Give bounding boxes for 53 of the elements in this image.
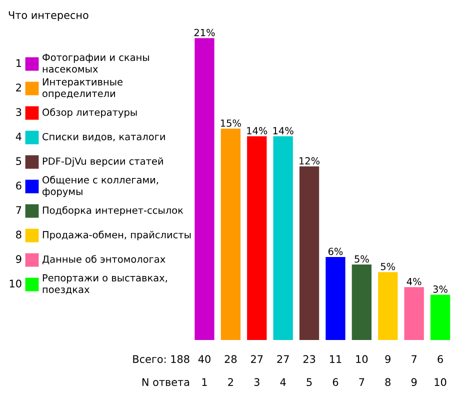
x-tick-label: 3 (254, 378, 260, 386)
data-label: 27 (277, 355, 289, 363)
text: 21% (194, 28, 215, 36)
x-tick-label: 4 (280, 378, 286, 386)
legend-label: Подборка интернет-ссылок (42, 206, 184, 216)
category-label: 10 (10, 280, 22, 288)
category-label: 8 (16, 230, 22, 239)
text: Всего: 188 (133, 355, 190, 364)
x-tick-label: 9 (411, 378, 417, 386)
category-label: 3 (16, 108, 22, 116)
x-tick-label: 5 (306, 378, 312, 386)
category-label: 2 (16, 84, 21, 92)
text: 14% (273, 126, 294, 134)
data-label: 11 (330, 355, 342, 363)
data-label: 40 (198, 355, 210, 364)
legend-label: Фотографии и сканы насекомых (42, 54, 149, 73)
legend-label: Списки видов, каталоги (42, 132, 165, 142)
category-label: 4 (16, 132, 22, 140)
text: 3% (433, 285, 448, 293)
category-label: 5 (16, 157, 22, 166)
category-label: 9 (16, 255, 22, 264)
data-label: 27 (251, 355, 263, 363)
legend-label: Обзор литературы (42, 108, 137, 118)
data-label: 23 (303, 355, 316, 364)
legend-label: Общение с коллегами, форумы (42, 176, 158, 198)
text: Что интересно (8, 11, 88, 22)
category-label: 1 (16, 59, 22, 67)
legend-label: Данные об энтомологах (42, 255, 166, 264)
text: 6% (328, 248, 343, 256)
data-label: 9 (385, 355, 390, 364)
legend-label: PDF-DjVu версии статей (42, 157, 163, 167)
x-tick-label: 10 (434, 378, 446, 386)
text: 5% (380, 262, 396, 270)
text: 15% (220, 119, 241, 127)
text: 5% (354, 255, 369, 263)
x-tick-label: 2 (228, 378, 233, 386)
data-label: 28 (224, 355, 237, 364)
legend-label: Репортажи о выставках, поездках (42, 274, 167, 294)
category-label: 6 (16, 182, 22, 190)
legend-label: Интерактивные определители (42, 78, 122, 100)
text: 14% (247, 126, 268, 134)
data-label: 6 (438, 355, 443, 364)
legend-label: Продажа-обмен, прайслисты (42, 230, 191, 240)
x-tick-label: 1 (202, 378, 207, 386)
data-label: 10 (356, 355, 368, 364)
category-label: 7 (16, 206, 22, 214)
text: 4% (406, 278, 422, 286)
x-tick-label: 6 (332, 378, 338, 386)
text: N ответа (142, 378, 190, 386)
x-tick-label: 7 (359, 378, 364, 386)
data-label: 7 (412, 355, 417, 363)
text: 12% (300, 157, 320, 165)
x-tick-label: 8 (385, 378, 390, 386)
